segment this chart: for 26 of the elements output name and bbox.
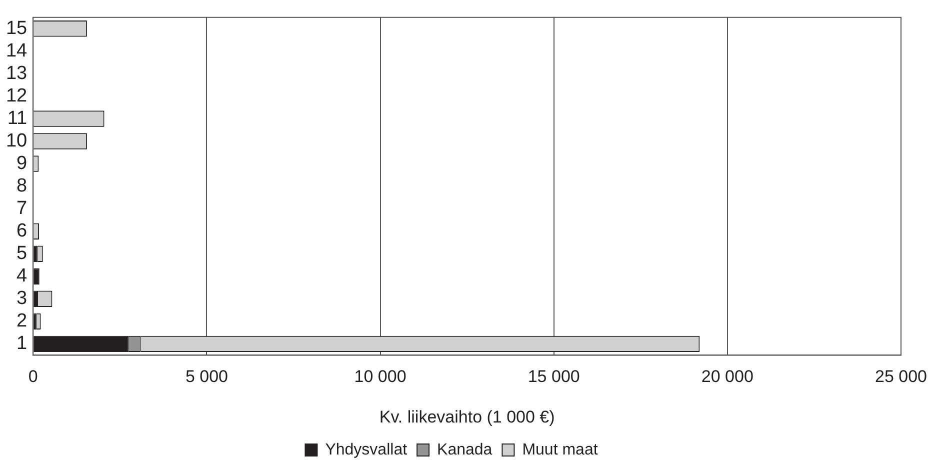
y-tick-label: 4 [16, 266, 28, 287]
bar [34, 268, 40, 284]
legend-label: Yhdysvallat [325, 441, 408, 458]
x-tick-label: 20 000 [701, 367, 754, 386]
y-tick-label: 7 [16, 198, 28, 220]
x-tick-label: 5 000 [185, 367, 228, 386]
y-tick-label: 2 [16, 310, 28, 332]
y-tick-label: 1 [16, 333, 28, 354]
x-tick-label: 15 000 [528, 367, 580, 386]
y-tick-label: 11 [7, 108, 28, 129]
y-tick-label: 15 [6, 18, 28, 39]
y-tick-label: 3 [16, 288, 28, 310]
y-tick-label: 8 [16, 176, 28, 197]
y-tick-label: 10 [6, 130, 28, 152]
x-tick-label: 0 [28, 367, 38, 386]
legend-label: Kanada [437, 441, 492, 458]
legend-label: Muut maat [522, 441, 598, 458]
x-axis-title: Kv. liikevaihto (1 000 €) [379, 407, 555, 426]
y-tick-label: 14 [6, 40, 28, 62]
y-tick-label: 12 [6, 85, 28, 106]
y-tick-label: 13 [6, 62, 28, 84]
y-tick-label: 9 [16, 153, 28, 174]
y-tick-label: 5 [16, 243, 28, 264]
x-tick-label: 10 000 [354, 367, 406, 386]
y-tick-label: 6 [16, 220, 28, 242]
x-tick-label: 25 000 [875, 367, 927, 386]
